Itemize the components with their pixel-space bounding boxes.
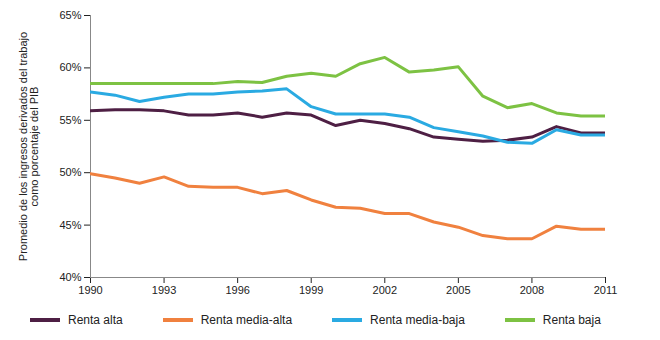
svg-text:Promedio de los ingresos deriv: Promedio de los ingresos derivados del t… (17, 32, 40, 261)
svg-text:45%: 45% (59, 219, 81, 231)
svg-text:1990: 1990 (78, 284, 102, 296)
svg-text:65%: 65% (59, 9, 81, 21)
svg-text:55%: 55% (59, 114, 81, 126)
html-text:Renta baja: Renta baja (542, 313, 601, 327)
svg-text:2002: 2002 (373, 284, 397, 296)
svg-text:40%: 40% (59, 271, 81, 283)
svg-text:1993: 1993 (152, 284, 176, 296)
svg-text:1996: 1996 (225, 284, 249, 296)
svg-text:2011: 2011 (594, 284, 618, 296)
svg-text:60%: 60% (59, 61, 81, 73)
html-text:Renta alta: Renta alta (68, 313, 123, 327)
svg-text:1999: 1999 (299, 284, 323, 296)
svg-text:2005: 2005 (446, 284, 470, 296)
html-text:Renta media-alta: Renta media-alta (200, 313, 293, 327)
svg-text:50%: 50% (59, 166, 81, 178)
html-text:Renta media-baja: Renta media-baja (370, 313, 465, 327)
svg-text:2008: 2008 (520, 284, 544, 296)
